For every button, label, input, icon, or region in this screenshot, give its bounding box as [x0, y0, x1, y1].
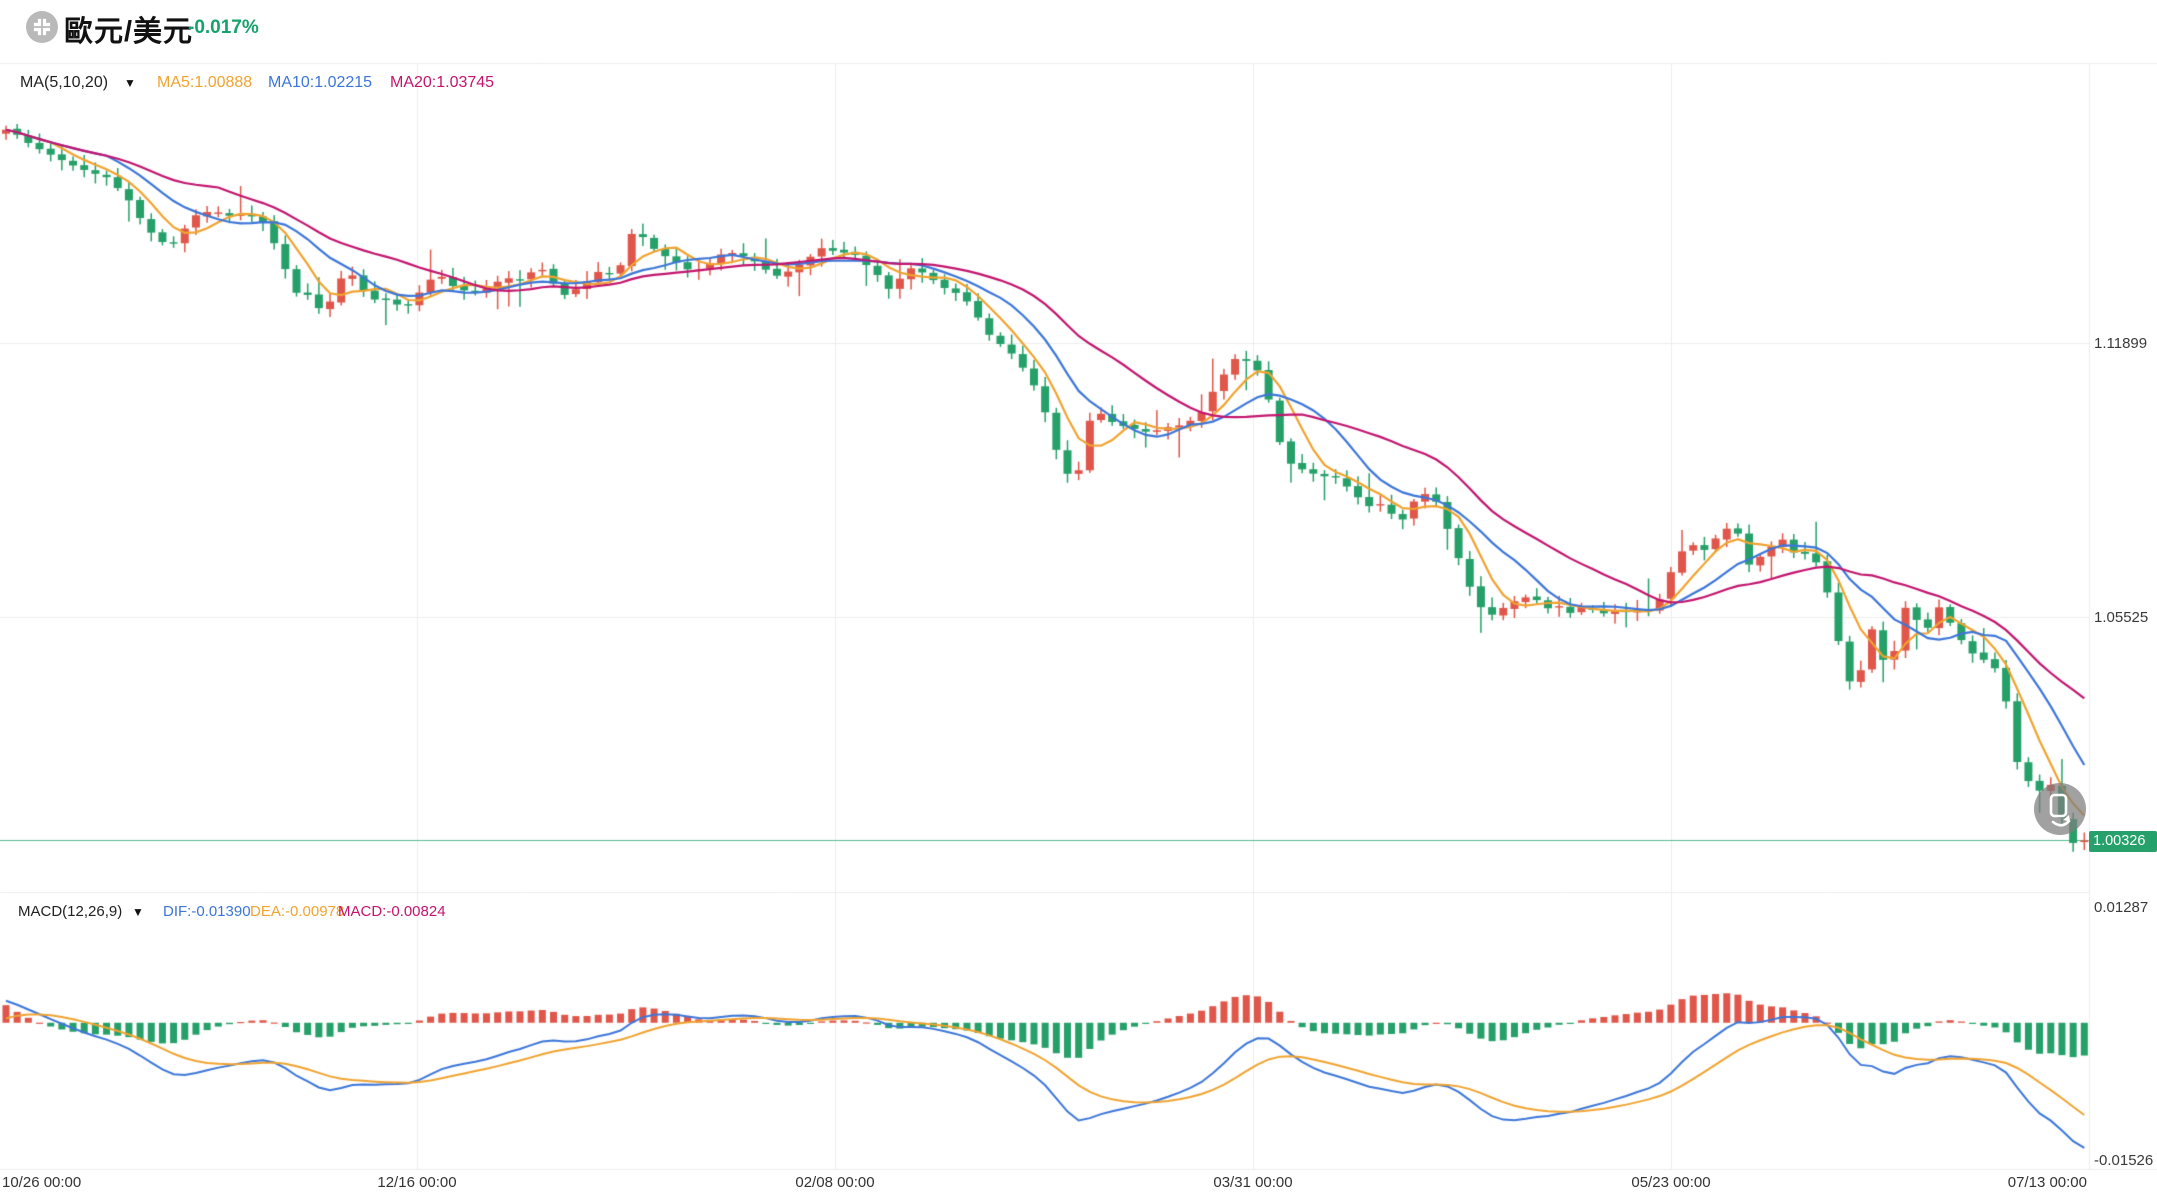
ma20-value: MA20:1.03745	[390, 74, 495, 91]
ma-dropdown-icon[interactable]: ▼	[124, 76, 136, 90]
dea-value: DEA:-0.00978	[250, 903, 345, 920]
page-title: 歐元/美元	[64, 16, 194, 48]
ma5-value: MA5:1.00888	[157, 74, 253, 91]
time-tick: 12/16 00:00	[377, 1174, 457, 1191]
macd-value: MACD:-0.00824	[338, 903, 446, 920]
price-tick-lower: 1.05525	[2094, 609, 2149, 626]
crosshair-brackets-icon	[33, 18, 51, 36]
macd-tick-top: 0.01287	[2094, 899, 2149, 916]
ma-settings-label[interactable]: MA(5,10,20)	[20, 74, 109, 91]
time-tick: 07/13 00:00	[2007, 1174, 2087, 1191]
time-tick: 02/08 00:00	[795, 1174, 875, 1191]
price-tick-upper: 1.11899	[2094, 335, 2148, 352]
macd-dropdown-icon[interactable]: ▼	[132, 905, 144, 919]
dif-value: DIF:-0.01390	[163, 903, 251, 920]
time-tick: 05/23 00:00	[1631, 1174, 1711, 1191]
macd-settings-label[interactable]: MACD(12,26,9)	[18, 903, 123, 920]
time-tick: 03/31 00:00	[1213, 1174, 1293, 1191]
gesture-cursor-icon	[2033, 782, 2087, 836]
macd-tick-bottom: -0.01526	[2094, 1152, 2154, 1169]
current-price-tag: 1.00326	[2089, 831, 2157, 852]
ma10-value: MA10:1.02215	[268, 74, 373, 91]
instrument-logo-icon[interactable]	[26, 11, 58, 43]
change-percent-badge: -0.017%	[188, 17, 259, 38]
time-tick: 10/26 00:00	[2, 1174, 82, 1191]
header: 歐元/美元 -0.017%	[0, 0, 2157, 63]
